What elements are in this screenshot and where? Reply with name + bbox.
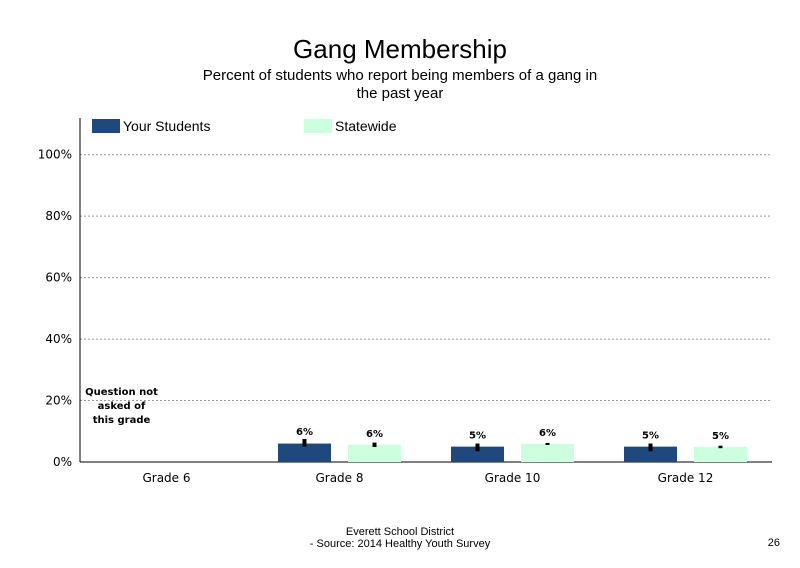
x-tick-label: Grade 8 (315, 471, 363, 485)
data-label: 6% (366, 429, 383, 440)
footer-source: - Source: 2014 Healthy Youth Survey (309, 538, 491, 550)
legend-label-statewide: Statewide (335, 118, 397, 134)
page-number: 26 (767, 537, 780, 549)
data-label: 5% (642, 431, 659, 442)
chart-title: Gang Membership (293, 34, 507, 64)
x-tick-label: Grade 6 (142, 471, 190, 485)
annotation-line: Question not (85, 387, 158, 398)
legend-swatch-statewide (304, 119, 332, 133)
error-bar (718, 445, 723, 449)
data-label: 5% (712, 431, 729, 442)
x-tick-label: Grade 10 (485, 471, 541, 485)
bar-your-students (278, 443, 331, 462)
legend-label-your-students: Your Students (123, 118, 211, 134)
footer: Everett School District - Source: 2014 H… (250, 526, 550, 550)
data-label: 5% (469, 431, 486, 442)
error-bar (302, 438, 307, 447)
y-tick-label: 60% (45, 271, 72, 285)
bar-your-students (624, 446, 677, 462)
y-tick-label: 20% (45, 394, 72, 408)
bar-chart: 0% 20% 40% 60% 80% 100% Grade 6 Question not ask… (38, 118, 772, 485)
bar-statewide (348, 444, 401, 462)
y-tick-label: 100% (38, 148, 72, 162)
y-tick-label: 40% (45, 332, 72, 346)
bar-statewide (694, 446, 747, 462)
bar-statewide (521, 443, 574, 462)
x-tick-label: Grade 12 (658, 471, 714, 485)
error-bar (372, 442, 377, 447)
chart-subtitle: Percent of students who report being mem… (202, 67, 598, 102)
annotation-line: this grade (93, 415, 151, 426)
y-tick-label: 80% (45, 209, 72, 223)
annotation-line: asked of (98, 401, 146, 412)
data-label: 6% (539, 428, 556, 439)
error-bar (475, 443, 480, 452)
y-tick-label: 0% (53, 455, 72, 469)
legend-swatch-your-students (92, 119, 120, 133)
error-bar (545, 442, 550, 445)
data-label: 6% (296, 427, 313, 438)
error-bar (648, 443, 653, 452)
bar-your-students (451, 446, 504, 462)
footer-district: Everett School District (345, 526, 455, 538)
